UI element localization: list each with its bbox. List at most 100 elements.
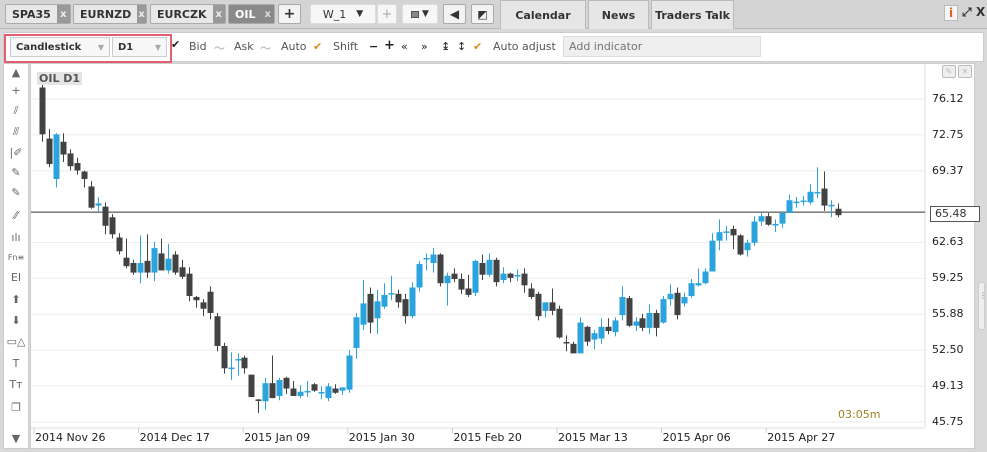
candle-body — [53, 134, 60, 179]
ray-pencil-icon[interactable]: |✐ — [9, 146, 23, 159]
candle-body — [528, 288, 535, 298]
candle-body — [158, 253, 165, 271]
close-tab-icon[interactable]: x — [261, 5, 274, 23]
x-tick-label: 2015 Apr 27 — [767, 431, 836, 444]
tab-traders-talk[interactable]: Traders Talk — [651, 0, 734, 29]
maximize-icon[interactable]: ⤢ — [962, 5, 972, 19]
candle-body — [821, 188, 828, 206]
candle-body — [402, 299, 409, 317]
layers-icon[interactable]: ❐ — [11, 401, 21, 414]
info-icon[interactable]: i — [944, 5, 958, 21]
candle-body — [430, 254, 437, 263]
candle-body — [200, 302, 207, 309]
shapes-icon[interactable]: ▭△ — [6, 335, 26, 348]
bid-check-icon[interactable]: ✔ — [171, 38, 181, 51]
function-icon[interactable]: Fn≡ — [7, 253, 25, 262]
candle-body — [109, 217, 116, 235]
elliott-icon[interactable]: EI — [10, 271, 22, 284]
add-workspace-button[interactable]: + — [377, 4, 397, 24]
tab-news[interactable]: News — [588, 0, 649, 29]
symbol-tab-eurczk[interactable]: EURCZK x — [150, 4, 226, 24]
candle-body — [667, 293, 674, 300]
zoom-out-button[interactable]: − — [369, 40, 379, 53]
chart-type-select[interactable]: Candlestick ▼ — [10, 37, 110, 57]
pencil-icon[interactable]: ✎ — [11, 166, 21, 179]
bid-toggle[interactable]: Bid — [189, 40, 207, 53]
shift-toggle[interactable]: Shift — [333, 40, 359, 53]
text-size-icon[interactable]: Tт — [9, 378, 23, 391]
candle-body — [702, 271, 709, 284]
panel-resize-handle[interactable]: ⋮ — [978, 282, 987, 330]
symbol-tab-label: SPA35 — [12, 7, 51, 21]
x-tick-label: 2015 Jan 09 — [244, 431, 311, 444]
drawing-tools-sidebar: ▲ + ⫽ ⫻ |✐ ✎ ✎ ⁄⁄ ılı Fn≡ EI ⬆ ⬇ ▭△ T Tт ❐ ▼ — [3, 63, 29, 449]
candle-body — [297, 391, 304, 396]
close-tab-icon[interactable]: x — [137, 5, 146, 23]
candle-body — [646, 312, 653, 328]
close-tab-icon[interactable]: x — [212, 5, 225, 23]
line-icon: 〜 — [214, 42, 225, 55]
candle-body — [605, 326, 612, 332]
candle-body — [262, 383, 269, 402]
edit-chart-icon[interactable]: ✎ — [942, 65, 956, 78]
arrow-down-icon[interactable]: ⬇ — [11, 314, 21, 327]
x-tick-label: 2014 Nov 26 — [35, 431, 106, 444]
candle-body — [535, 293, 542, 317]
candle-body — [716, 232, 723, 241]
ask-toggle[interactable]: Ask — [234, 40, 254, 53]
vertical-compress-icon[interactable]: ↨ — [441, 40, 451, 53]
symbol-tab-spa35[interactable]: SPA35 x — [5, 4, 71, 24]
candle-body — [179, 267, 186, 277]
scroll-left-button[interactable]: « — [401, 40, 408, 53]
candle-body — [151, 248, 158, 273]
add-symbol-button[interactable]: + — [278, 4, 301, 24]
parallel-lines-icon[interactable]: ⫻ — [12, 125, 20, 138]
candle-body — [444, 275, 451, 284]
candle-body — [737, 235, 744, 255]
crosshair-icon[interactable]: + — [11, 84, 21, 97]
symbol-tab-label: EURNZD — [80, 7, 132, 21]
auto-adjust-toggle[interactable]: Auto adjust — [493, 40, 556, 53]
pencil-alt-icon[interactable]: ✎ — [11, 186, 21, 199]
back-arrow-button[interactable]: ◀ — [443, 4, 466, 24]
auto-check-icon[interactable]: ✔ — [313, 40, 323, 53]
close-icon[interactable]: X — [976, 5, 986, 19]
scroll-down-icon[interactable]: ▼ — [11, 432, 21, 445]
candle-body — [577, 322, 584, 354]
add-indicator-input[interactable] — [563, 36, 761, 57]
candle-body — [116, 237, 123, 252]
volume-icon[interactable]: ılı — [11, 231, 21, 244]
candle-body — [758, 216, 765, 222]
candle-body — [102, 206, 109, 226]
candle-body — [88, 186, 95, 208]
tab-calendar[interactable]: Calendar — [500, 0, 586, 29]
fibonacci-icon[interactable]: ⁄⁄ — [14, 209, 18, 222]
zoom-in-button[interactable]: + — [384, 38, 395, 53]
candle-body — [472, 260, 479, 293]
candle-body — [374, 301, 381, 319]
close-tab-icon[interactable]: x — [56, 5, 70, 23]
workspace-dropdown[interactable]: W_1 ▼ — [310, 4, 376, 24]
candle-body — [639, 318, 646, 328]
candle-body — [395, 293, 402, 303]
arrow-up-icon[interactable]: ⬆ — [11, 293, 21, 306]
scroll-up-icon[interactable]: ▲ — [11, 66, 21, 79]
candle-body — [165, 258, 172, 271]
workspace-value: W_1 — [322, 7, 347, 21]
close-chart-icon[interactable]: ✕ — [958, 65, 972, 78]
vertical-expand-icon[interactable]: ↕ — [457, 40, 467, 53]
timeframe-select[interactable]: D1 ▼ — [112, 37, 167, 57]
symbol-tab-eurnzd[interactable]: EURNZD x — [73, 4, 147, 24]
symbol-tab-oil[interactable]: OIL x — [228, 4, 275, 24]
y-tick-label: 49.13 — [932, 379, 964, 393]
layout-dropdown[interactable]: ▼ — [402, 4, 438, 24]
candle-body — [835, 208, 842, 216]
auto-toggle[interactable]: Auto — [281, 40, 307, 53]
auto-adjust-check-icon[interactable]: ✔ — [473, 40, 483, 53]
detach-button[interactable]: ◩ — [471, 4, 494, 24]
scroll-right-button[interactable]: » — [421, 40, 428, 53]
channel-icon[interactable]: ⫽ — [13, 104, 19, 117]
candle-body — [95, 203, 102, 206]
text-icon[interactable]: T — [12, 357, 20, 370]
